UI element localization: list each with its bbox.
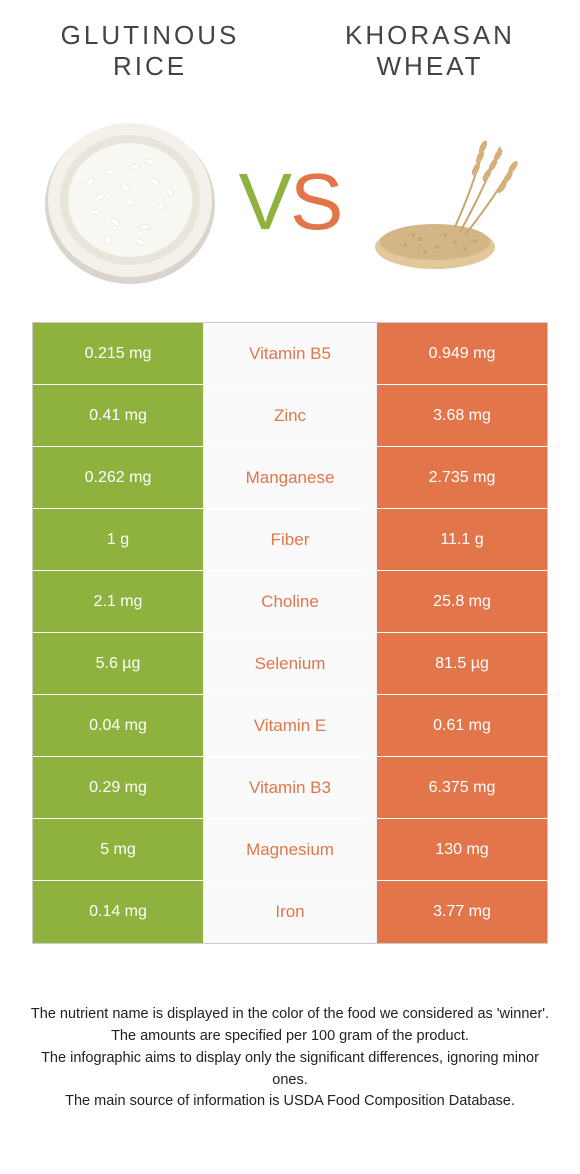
left-value: 0.29 mg xyxy=(33,757,203,818)
left-value: 0.14 mg xyxy=(33,881,203,943)
right-value: 3.77 mg xyxy=(377,881,547,943)
nutrient-name: Vitamin B3 xyxy=(203,757,377,818)
left-value: 0.215 mg xyxy=(33,323,203,384)
comparison-table: 0.215 mgVitamin B50.949 mg0.41 mgZinc3.6… xyxy=(32,322,548,944)
nutrient-name: Choline xyxy=(203,571,377,632)
table-row: 0.14 mgIron3.77 mg xyxy=(33,881,547,943)
right-value: 11.1 g xyxy=(377,509,547,570)
left-value: 0.04 mg xyxy=(33,695,203,756)
footer-line-1: The nutrient name is displayed in the co… xyxy=(30,1004,550,1026)
right-food-image xyxy=(360,112,540,292)
nutrient-name: Zinc xyxy=(203,385,377,446)
vs-s: S xyxy=(290,157,341,246)
table-row: 5 mgMagnesium130 mg xyxy=(33,819,547,881)
hero-row: VS xyxy=(0,92,580,322)
left-food-image xyxy=(40,112,220,292)
table-row: 0.41 mgZinc3.68 mg xyxy=(33,385,547,447)
left-value: 2.1 mg xyxy=(33,571,203,632)
vs-label: VS xyxy=(239,156,342,248)
left-value: 0.262 mg xyxy=(33,447,203,508)
nutrient-name: Iron xyxy=(203,881,377,943)
nutrient-name: Magnesium xyxy=(203,819,377,880)
footer-notes: The nutrient name is displayed in the co… xyxy=(30,1004,550,1113)
right-value: 81.5 µg xyxy=(377,633,547,694)
right-title: Khorasan wheat xyxy=(320,20,540,82)
left-value: 1 g xyxy=(33,509,203,570)
table-row: 0.29 mgVitamin B36.375 mg xyxy=(33,757,547,819)
wheat-icon xyxy=(365,127,535,277)
right-value: 3.68 mg xyxy=(377,385,547,446)
header: Glutinous rice Khorasan wheat xyxy=(0,0,580,92)
nutrient-name: Manganese xyxy=(203,447,377,508)
right-value: 6.375 mg xyxy=(377,757,547,818)
table-row: 1 gFiber11.1 g xyxy=(33,509,547,571)
right-value: 25.8 mg xyxy=(377,571,547,632)
table-row: 2.1 mgCholine25.8 mg xyxy=(33,571,547,633)
footer-line-3: The infographic aims to display only the… xyxy=(30,1048,550,1092)
footer-line-4: The main source of information is USDA F… xyxy=(30,1091,550,1113)
left-value: 0.41 mg xyxy=(33,385,203,446)
vs-v: V xyxy=(239,157,290,246)
left-value: 5.6 µg xyxy=(33,633,203,694)
nutrient-name: Vitamin E xyxy=(203,695,377,756)
right-value: 0.61 mg xyxy=(377,695,547,756)
right-value: 2.735 mg xyxy=(377,447,547,508)
nutrient-name: Fiber xyxy=(203,509,377,570)
left-title: Glutinous rice xyxy=(40,20,260,82)
table-row: 0.262 mgManganese2.735 mg xyxy=(33,447,547,509)
table-row: 0.215 mgVitamin B50.949 mg xyxy=(33,323,547,385)
left-value: 5 mg xyxy=(33,819,203,880)
footer-line-2: The amounts are specified per 100 gram o… xyxy=(30,1026,550,1048)
nutrient-name: Selenium xyxy=(203,633,377,694)
right-value: 130 mg xyxy=(377,819,547,880)
right-value: 0.949 mg xyxy=(377,323,547,384)
table-row: 0.04 mgVitamin E0.61 mg xyxy=(33,695,547,757)
nutrient-name: Vitamin B5 xyxy=(203,323,377,384)
rice-bowl-icon xyxy=(40,112,220,292)
table-row: 5.6 µgSelenium81.5 µg xyxy=(33,633,547,695)
